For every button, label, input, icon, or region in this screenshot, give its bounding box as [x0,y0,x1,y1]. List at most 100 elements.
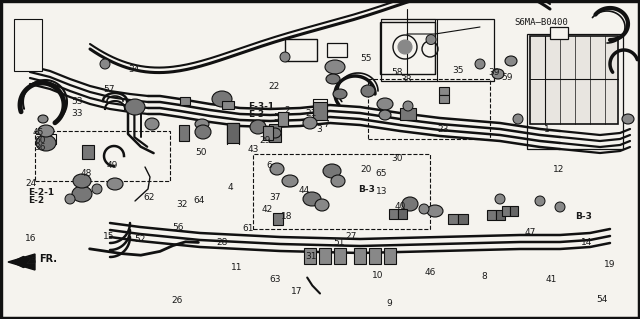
Circle shape [475,59,485,69]
Circle shape [513,114,523,124]
Text: 23: 23 [437,125,449,134]
Bar [82,145,94,159]
Text: 6: 6 [266,161,271,170]
Text: 36: 36 [34,143,45,152]
Bar [14,19,42,71]
Text: 64: 64 [193,196,205,205]
Text: 55: 55 [360,54,372,63]
Text: E-3-1: E-3-1 [248,102,275,111]
Text: 9: 9 [387,299,392,308]
Text: 61: 61 [243,224,254,233]
Text: 40: 40 [395,202,406,211]
Text: 2: 2 [284,106,289,115]
Text: 52: 52 [134,235,145,244]
Bar [35,131,170,181]
Text: 39: 39 [488,68,500,77]
Text: 42: 42 [262,205,273,214]
Circle shape [398,40,412,54]
Polygon shape [8,254,35,270]
Text: 41: 41 [546,275,557,284]
Text: 20: 20 [360,165,372,174]
Text: 31: 31 [305,252,317,261]
Text: 11: 11 [231,263,243,272]
Ellipse shape [622,114,634,124]
Bar [263,126,273,140]
Text: 13: 13 [376,187,387,196]
Bar [269,124,281,142]
Text: 50: 50 [195,148,207,157]
Circle shape [419,204,429,214]
Bar [458,214,468,224]
Bar [368,79,490,139]
Text: E-3: E-3 [248,110,264,119]
Text: 32: 32 [176,200,188,209]
Ellipse shape [282,175,298,187]
Text: 44: 44 [298,186,310,195]
Circle shape [555,202,565,212]
Circle shape [535,196,545,206]
Circle shape [100,59,110,69]
Text: S6MA—B0400: S6MA—B0400 [514,19,568,27]
Text: 12: 12 [553,165,564,174]
Text: 57: 57 [103,85,115,94]
Text: 5: 5 [274,113,279,122]
Text: 56: 56 [172,223,184,232]
Ellipse shape [250,120,266,134]
Ellipse shape [107,178,123,190]
Bar [530,36,618,124]
Ellipse shape [427,205,443,217]
Text: E-2-1: E-2-1 [28,189,54,197]
Text: 33: 33 [72,109,83,118]
Ellipse shape [323,164,341,178]
Text: 3: 3 [316,125,321,134]
Text: 10: 10 [372,271,383,280]
Bar [179,125,189,141]
Text: 7: 7 [324,120,329,129]
Ellipse shape [377,98,393,110]
Bar [227,123,239,143]
Text: 15: 15 [103,232,115,241]
Ellipse shape [73,174,91,188]
Ellipse shape [326,74,340,84]
Ellipse shape [333,89,347,99]
Text: 26: 26 [172,296,183,305]
Circle shape [426,34,436,45]
Bar [439,87,449,95]
Text: 19: 19 [604,260,615,269]
Text: 46: 46 [424,268,436,277]
Text: 25: 25 [25,257,36,266]
Text: 28: 28 [216,238,228,247]
Bar [487,210,496,220]
Ellipse shape [145,118,159,130]
Text: 59: 59 [501,73,513,82]
Circle shape [495,194,505,204]
Bar [550,27,568,39]
Ellipse shape [492,69,504,79]
Text: 24: 24 [25,179,36,188]
Bar [222,101,234,109]
Bar [273,213,283,225]
Bar [327,43,347,57]
Text: 47: 47 [524,228,536,237]
Bar [180,97,190,105]
Bar [253,154,430,229]
Circle shape [403,101,413,111]
Text: 30: 30 [391,154,403,163]
Text: B-3: B-3 [575,212,591,221]
Text: 53: 53 [72,97,83,106]
Text: 21: 21 [305,109,317,118]
Ellipse shape [303,117,317,129]
Text: 1: 1 [544,125,549,134]
Text: 54: 54 [596,295,607,304]
Text: 38: 38 [401,75,412,84]
Ellipse shape [72,186,92,202]
Bar [285,39,317,61]
Ellipse shape [505,56,517,66]
Bar [510,206,518,216]
Bar [398,209,407,219]
Bar [313,102,327,120]
Bar [319,248,331,264]
Text: 58: 58 [391,68,403,77]
Text: FR.: FR. [39,254,57,264]
Bar [354,248,366,264]
